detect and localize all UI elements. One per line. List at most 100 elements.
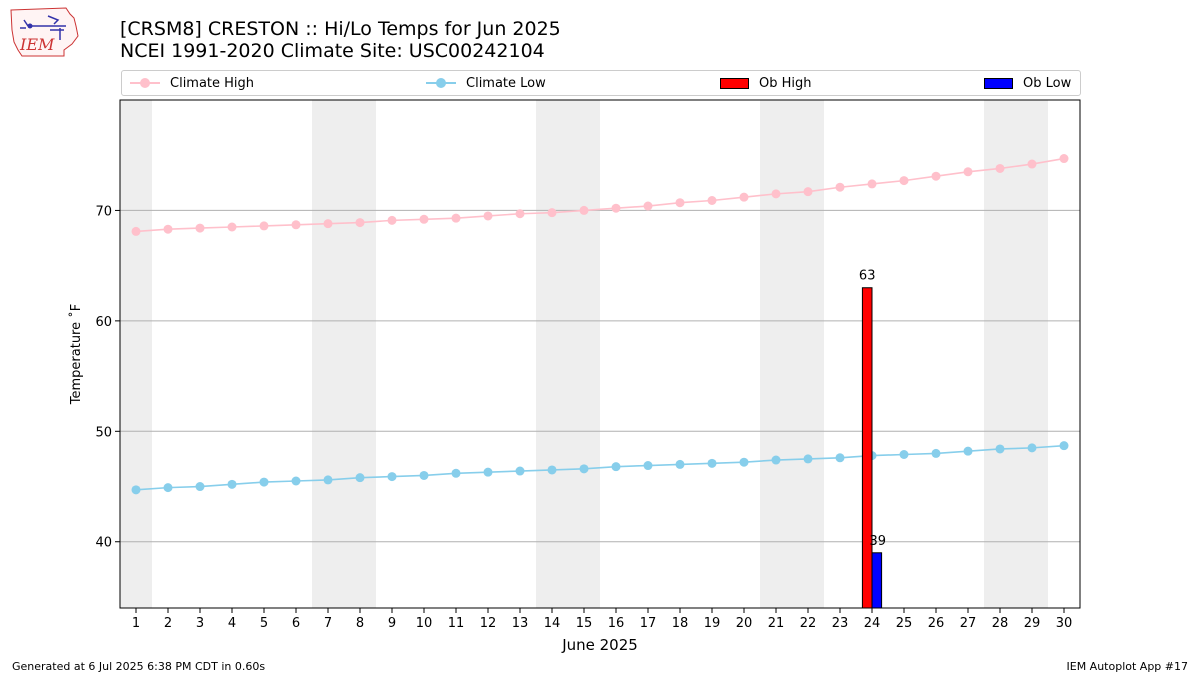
climate-low-point-5 (259, 477, 269, 487)
legend-climate-high: Climate High (130, 71, 254, 95)
climate-low-point-10 (419, 470, 429, 480)
y-axis-label: Temperature ˚F (68, 304, 84, 405)
weekend-band-22 (792, 100, 824, 608)
x-tick-label-19: 19 (704, 616, 721, 631)
climate-high-point-5 (259, 221, 269, 231)
ob-high-swatch (720, 77, 749, 89)
ob-high-value-label-24: 63 (859, 269, 876, 284)
x-tick-label-5: 5 (260, 616, 268, 631)
x-axis-label: June 2025 (561, 636, 638, 654)
x-tick-label-11: 11 (448, 616, 465, 631)
x-tick-label-14: 14 (544, 616, 561, 631)
climate-low-point-19 (707, 458, 717, 468)
svg-text:IEM: IEM (19, 35, 55, 54)
weekend-band-28 (984, 100, 1016, 608)
climate-high-point-15 (579, 205, 589, 215)
climate-low-point-29 (1027, 443, 1037, 453)
climate-low-point-6 (291, 476, 301, 486)
x-tick-label-12: 12 (480, 616, 497, 631)
ob-low-bar-24 (871, 552, 883, 609)
x-tick-label-30: 30 (1056, 616, 1073, 631)
x-tick-label-27: 27 (960, 616, 977, 631)
weekend-band-15 (568, 100, 600, 608)
climate-low-point-18 (675, 459, 685, 469)
climate-low-point-15 (579, 464, 589, 474)
x-tick-label-15: 15 (576, 616, 593, 631)
climate-low-point-11 (451, 468, 461, 478)
x-tick-label-29: 29 (1024, 616, 1041, 631)
climate-low-point-2 (163, 483, 173, 493)
y-tick-label-40: 40 (95, 536, 112, 551)
ob-low-swatch (984, 77, 1013, 89)
climate-high-point-9 (387, 215, 397, 225)
climate-low-point-26 (931, 448, 941, 458)
climate-low-point-21 (771, 455, 781, 465)
chart-title: [CRSM8] CRESTON :: Hi/Lo Temps for Jun 2… (120, 18, 561, 40)
y-tick-label-60: 60 (95, 315, 112, 330)
legend-ob-low-label: Ob Low (1023, 75, 1072, 91)
generated-timestamp: Generated at 6 Jul 2025 6:38 PM CDT in 0… (12, 660, 266, 673)
climate-high-point-14 (547, 208, 557, 218)
climate-high-point-6 (291, 220, 301, 230)
x-tick-label-7: 7 (324, 616, 332, 631)
climate-high-point-7 (323, 219, 333, 229)
x-tick-label-21: 21 (768, 616, 785, 631)
weekend-band-1 (120, 100, 152, 608)
climate-high-point-17 (643, 201, 653, 211)
climate-high-point-20 (739, 192, 749, 202)
legend-ob-high-label: Ob High (759, 75, 812, 91)
climate-low-point-8 (355, 473, 365, 483)
climate-high-point-24 (867, 179, 877, 189)
chart-subtitle: NCEI 1991-2020 Climate Site: USC00242104 (120, 40, 545, 62)
climate-high-point-11 (451, 213, 461, 223)
climate-high-point-18 (675, 198, 685, 208)
climate-high-point-4 (227, 222, 237, 232)
climate-low-point-12 (483, 467, 493, 477)
y-tick-label-50: 50 (95, 425, 112, 440)
climate-low-point-16 (611, 462, 621, 472)
x-tick-label-17: 17 (640, 616, 657, 631)
x-tick-label-13: 13 (512, 616, 529, 631)
x-tick-label-18: 18 (672, 616, 689, 631)
climate-high-point-19 (707, 195, 717, 205)
climate-low-point-27 (963, 446, 973, 456)
x-tick-label-16: 16 (608, 616, 625, 631)
climate-low-point-28 (995, 444, 1005, 454)
climate-high-point-3 (195, 223, 205, 233)
climate-low-point-9 (387, 472, 397, 482)
climate-high-point-12 (483, 211, 493, 221)
ob-low-value-label-24: 39 (870, 534, 887, 549)
climate-high-point-13 (515, 209, 525, 219)
x-tick-label-2: 2 (164, 616, 172, 631)
x-tick-label-24: 24 (864, 616, 881, 631)
x-tick-label-1: 1 (132, 616, 140, 631)
climate-high-point-22 (803, 187, 813, 197)
climate-high-point-27 (963, 167, 973, 177)
climate-low-point-23 (835, 453, 845, 463)
climate-high-point-8 (355, 218, 365, 228)
x-tick-label-22: 22 (800, 616, 817, 631)
x-tick-label-4: 4 (228, 616, 236, 631)
y-tick-label-70: 70 (95, 204, 112, 219)
weekend-band-14 (536, 100, 568, 608)
climate-high-point-30 (1059, 154, 1069, 164)
weekend-band-21 (760, 100, 792, 608)
climate-high-point-16 (611, 203, 621, 213)
ob-high-bar-24 (861, 287, 873, 609)
climate-high-point-26 (931, 171, 941, 181)
climate-low-point-13 (515, 466, 525, 476)
climate-low-point-3 (195, 482, 205, 492)
x-tick-label-25: 25 (896, 616, 913, 631)
climate-low-point-20 (739, 457, 749, 467)
weekend-band-8 (344, 100, 376, 608)
climate-high-point-21 (771, 189, 781, 199)
x-tick-label-9: 9 (388, 616, 396, 631)
climate-high-point-25 (899, 176, 909, 186)
climate-low-point-17 (643, 461, 653, 471)
climate-low-point-14 (547, 465, 557, 475)
climate-high-point-23 (835, 182, 845, 192)
legend-climate-high-label: Climate High (170, 75, 255, 91)
x-tick-label-3: 3 (196, 616, 204, 631)
climate-low-point-4 (227, 479, 237, 489)
x-tick-label-20: 20 (736, 616, 753, 631)
